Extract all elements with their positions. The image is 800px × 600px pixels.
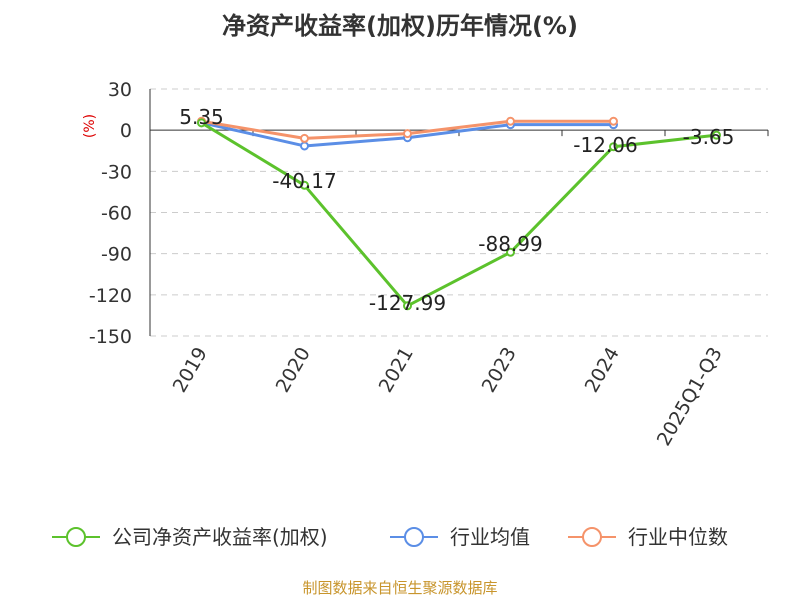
legend-swatch-marker [404,527,424,547]
series-point-0 [197,118,206,128]
data-label: -40.17 [272,169,336,193]
y-tick-label: -150 [89,326,132,348]
chart-title: 净资产收益率(加权)历年情况(%) [222,12,578,40]
y-tick-label: 30 [108,79,132,101]
legend-swatch-marker [66,527,86,547]
y-tick-label: -90 [101,244,132,266]
series-point-2 [506,116,515,126]
series-point-0 [506,247,515,257]
source-note: 制图数据来自恒生聚源数据库 [302,579,498,597]
x-tick-label: 2025Q1-Q3 [653,344,727,450]
legend-item: 行业均值 [390,525,530,549]
series-point-2 [300,133,309,143]
legend-item: 行业中位数 [568,525,728,549]
series-line-0 [200,121,717,308]
y-tick-label: 0 [120,120,132,142]
series-point-0 [403,301,412,311]
series-point-1 [300,141,309,151]
data-label: 5.35 [179,105,224,129]
series-point-0 [300,180,309,190]
legend-swatch-marker [582,527,602,547]
legend-layer: 公司净资产收益率(加权) 行业均值 行业中位数 [52,525,728,549]
data-label: -12.06 [573,133,637,157]
label-layer: 5.35 -40.17 -127.99 -88.99 -12.06 -3.65 [179,105,734,315]
y-tick-label: -60 [101,203,132,225]
data-label: -3.65 [683,125,735,149]
y-axis-unit: (%) [82,114,98,138]
legend-label: 行业均值 [450,525,530,549]
y-tick-label: -30 [101,161,132,183]
x-tick-label: 2019 [169,344,212,397]
legend-label: 公司净资产收益率(加权) [112,525,328,549]
data-label: -88.99 [478,232,542,256]
data-label: -127.99 [369,291,446,315]
y-tick-label: -120 [89,285,132,307]
x-tick-label: 2024 [581,344,624,397]
grid-layer [150,88,768,337]
series-point-0 [712,130,721,140]
x-tick-label: 2023 [478,344,521,397]
x-tick-label: 2021 [375,344,418,397]
x-tick-label: 2020 [272,344,315,397]
legend-label: 行业中位数 [628,525,728,549]
series-point-2 [609,116,618,126]
series-point-2 [403,129,412,139]
legend-item: 公司净资产收益率(加权) [52,525,328,549]
series-point-0 [609,142,618,152]
series-layer [197,116,721,311]
